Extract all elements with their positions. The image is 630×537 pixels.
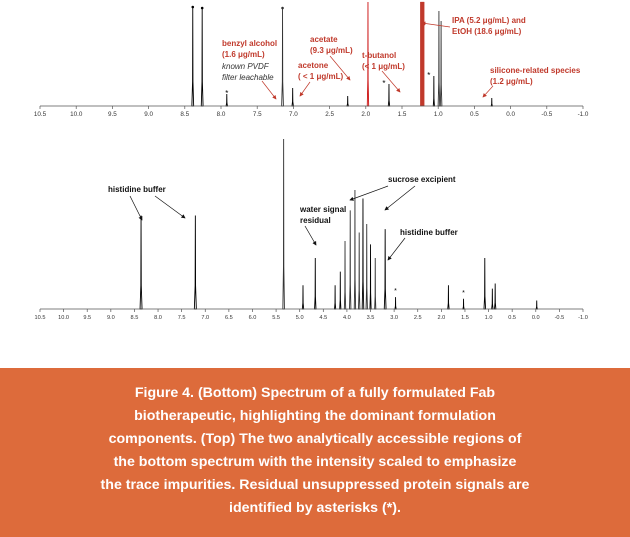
svg-text:filter leachable: filter leachable [222, 73, 274, 82]
svg-text:acetate: acetate [310, 35, 338, 44]
svg-text:4.5: 4.5 [319, 315, 327, 321]
svg-text:10.5: 10.5 [35, 315, 46, 321]
svg-text:0.0: 0.0 [532, 315, 540, 321]
svg-text:*: * [427, 71, 430, 80]
svg-text:1.0: 1.0 [434, 111, 443, 118]
svg-text:silicone-related species: silicone-related species [490, 66, 581, 75]
svg-text:2.0: 2.0 [361, 111, 370, 118]
svg-text:1.5: 1.5 [461, 315, 469, 321]
svg-text:8.5: 8.5 [180, 111, 189, 118]
svg-text:(1.6 μg/mL): (1.6 μg/mL) [222, 50, 265, 59]
svg-text:2.5: 2.5 [414, 315, 422, 321]
svg-text:histidine buffer: histidine buffer [400, 228, 458, 237]
svg-text:2.5: 2.5 [325, 111, 334, 118]
svg-text:9.0: 9.0 [144, 111, 153, 118]
svg-text:2.0: 2.0 [437, 315, 445, 321]
svg-text:*: * [382, 79, 385, 88]
svg-text:8.0: 8.0 [217, 111, 226, 118]
svg-text:1.5: 1.5 [398, 111, 407, 118]
svg-text:water signal: water signal [299, 205, 346, 214]
svg-text:EtOH (18.6 μg/mL): EtOH (18.6 μg/mL) [452, 27, 522, 36]
svg-text:0.5: 0.5 [508, 315, 516, 321]
svg-text:8.5: 8.5 [131, 315, 139, 321]
svg-text:0.0: 0.0 [506, 111, 515, 118]
svg-text:acetone: acetone [298, 61, 329, 70]
svg-text:( < 1 μg/mL): ( < 1 μg/mL) [298, 72, 343, 81]
svg-text:histidine buffer: histidine buffer [108, 185, 166, 194]
svg-text:5.0: 5.0 [296, 315, 304, 321]
svg-text:IPA (5.2 μg/mL) and: IPA (5.2 μg/mL) and [452, 16, 526, 25]
svg-text:9.5: 9.5 [83, 315, 91, 321]
svg-text:-1.0: -1.0 [578, 315, 588, 321]
svg-text:6.0: 6.0 [249, 315, 257, 321]
svg-text:1.0: 1.0 [485, 315, 493, 321]
svg-text:5.5: 5.5 [272, 315, 280, 321]
svg-text:residual: residual [300, 216, 331, 225]
svg-text:*: * [462, 290, 465, 297]
svg-text:7.5: 7.5 [178, 315, 186, 321]
svg-text:sucrose excipient: sucrose excipient [388, 175, 456, 184]
svg-text:10.0: 10.0 [70, 111, 83, 118]
svg-text:(1.2 μg/mL): (1.2 μg/mL) [490, 77, 533, 86]
svg-text:9.0: 9.0 [107, 315, 115, 321]
svg-text:-0.5: -0.5 [555, 315, 565, 321]
svg-text:10.0: 10.0 [58, 315, 69, 321]
svg-text:benzyl alcohol: benzyl alcohol [222, 39, 277, 48]
svg-text:8.0: 8.0 [154, 315, 162, 321]
svg-text:-1.0: -1.0 [578, 111, 589, 118]
svg-text:known PVDF: known PVDF [222, 62, 270, 71]
svg-text:t-butanol: t-butanol [362, 51, 396, 60]
svg-text:*: * [394, 288, 397, 295]
svg-text:4.0: 4.0 [343, 315, 351, 321]
svg-text:9.5: 9.5 [108, 111, 117, 118]
svg-text:6.5: 6.5 [225, 315, 233, 321]
svg-text:(< 1 μg/mL): (< 1 μg/mL) [362, 62, 405, 71]
svg-text:(9.3 μg/mL): (9.3 μg/mL) [310, 46, 353, 55]
svg-text:10.5: 10.5 [34, 111, 47, 118]
svg-text:7.5: 7.5 [253, 111, 262, 118]
svg-text:-0.5: -0.5 [541, 111, 552, 118]
svg-text:7.0: 7.0 [201, 315, 209, 321]
svg-text:*: * [225, 89, 228, 98]
svg-text:7.0: 7.0 [289, 111, 298, 118]
svg-text:0.5: 0.5 [470, 111, 479, 118]
svg-text:3.5: 3.5 [367, 315, 375, 321]
svg-text:3.0: 3.0 [390, 315, 398, 321]
